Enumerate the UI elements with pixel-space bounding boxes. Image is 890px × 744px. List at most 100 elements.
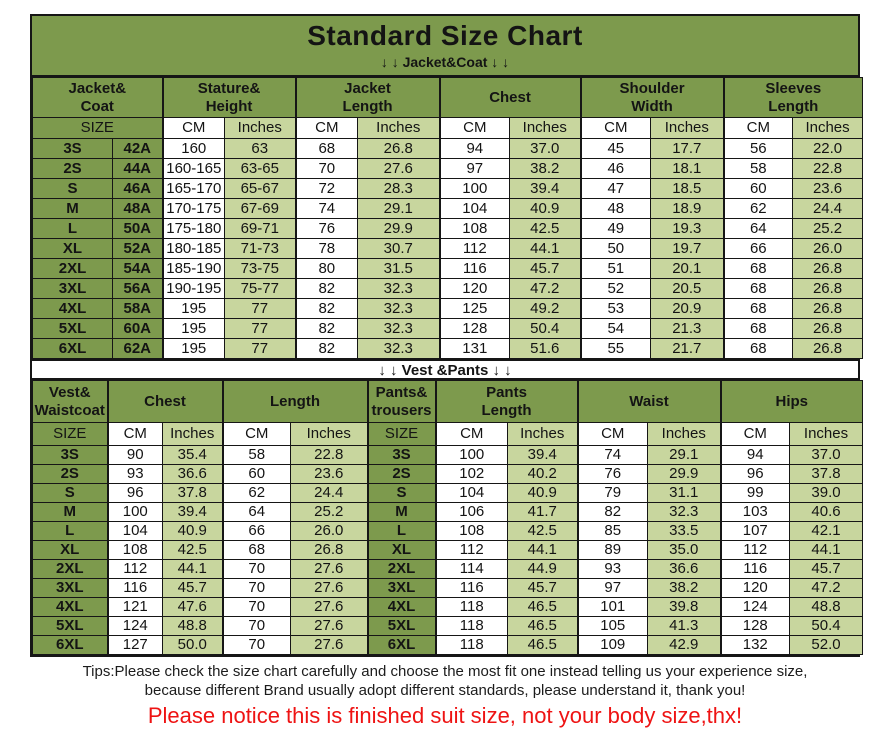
value-cell: 44.1 xyxy=(509,238,582,259)
value-cell: 105 xyxy=(576,616,648,636)
inches-header: Inches xyxy=(650,117,725,139)
value-cell: 53 xyxy=(579,298,652,319)
value-cell: 44.1 xyxy=(162,559,223,579)
value-cell: 132 xyxy=(719,635,791,655)
column-group-header: Pants Length xyxy=(434,380,578,423)
value-cell: 31.1 xyxy=(646,483,722,503)
value-cell: 160-165 xyxy=(161,158,226,179)
size-label-cell: M xyxy=(32,198,113,219)
value-cell: 23.6 xyxy=(792,178,864,199)
value-cell: 26.8 xyxy=(792,278,864,299)
value-cell: 40.6 xyxy=(789,502,864,522)
value-cell: 170-175 xyxy=(161,198,226,219)
value-cell: 26.8 xyxy=(290,540,368,560)
value-cell: 49.2 xyxy=(509,298,582,319)
value-cell: 50.4 xyxy=(789,616,864,636)
size-label-cell: 2S xyxy=(366,464,436,484)
value-cell: 97 xyxy=(438,158,511,179)
value-cell: 44.9 xyxy=(507,559,578,579)
value-cell: 120 xyxy=(719,578,791,598)
value-cell: 68 xyxy=(722,318,794,339)
value-cell: 104 xyxy=(434,483,508,503)
value-cell: 82 xyxy=(294,318,359,339)
cm-header: CM xyxy=(221,422,291,446)
value-cell: 101 xyxy=(576,597,648,617)
value-cell: 63-65 xyxy=(224,158,297,179)
inches-header: Inches xyxy=(162,422,223,446)
value-cell: 108 xyxy=(434,521,508,541)
cm-header: CM xyxy=(576,422,648,446)
value-cell: 29.9 xyxy=(646,464,722,484)
value-cell: 80 xyxy=(294,258,359,279)
value-cell: 93 xyxy=(576,559,648,579)
value-cell: 60 xyxy=(221,464,291,484)
value-cell: 60 xyxy=(722,178,794,199)
size-header: SIZE xyxy=(32,422,108,446)
value-cell: 24.4 xyxy=(792,198,864,219)
value-cell: 70 xyxy=(221,578,291,598)
inches-header: Inches xyxy=(789,422,864,446)
value-cell: 47 xyxy=(579,178,652,199)
size-label-cell: 60A xyxy=(111,318,164,339)
size-label-cell: 58A xyxy=(111,298,164,319)
size-label-cell: S xyxy=(32,178,113,199)
value-cell: 70 xyxy=(221,597,291,617)
value-cell: 49 xyxy=(579,218,652,239)
value-cell: 32.3 xyxy=(357,338,441,359)
tips-text-line1: Tips:Please check the size chart careful… xyxy=(82,663,808,680)
column-group-header: Jacket Length xyxy=(294,77,441,118)
value-cell: 96 xyxy=(106,483,163,503)
cm-header: CM xyxy=(294,117,359,139)
value-cell: 76 xyxy=(294,218,359,239)
value-cell: 37.0 xyxy=(509,138,582,159)
value-cell: 94 xyxy=(438,138,511,159)
value-cell: 124 xyxy=(719,597,791,617)
value-cell: 45.7 xyxy=(509,258,582,279)
value-cell: 100 xyxy=(434,445,508,465)
value-cell: 106 xyxy=(434,502,508,522)
finished-size-notice: Please notice this is finished suit size… xyxy=(147,703,743,728)
cm-header: CM xyxy=(438,117,511,139)
value-cell: 90 xyxy=(106,445,163,465)
value-cell: 19.3 xyxy=(650,218,725,239)
value-cell: 71-73 xyxy=(224,238,297,259)
value-cell: 85 xyxy=(576,521,648,541)
value-cell: 33.5 xyxy=(646,521,722,541)
value-cell: 26.8 xyxy=(792,318,864,339)
unit-header-row: SIZE CM Inches CM Inches SIZE CM Inches CM Inches… xyxy=(32,422,864,446)
value-cell: 74 xyxy=(576,445,648,465)
size-row: 3XL 116 45.7 70 27.6 3XL 116 45.7 97 38.2 120 47.2 xyxy=(32,578,864,598)
size-label-cell: M xyxy=(32,502,108,522)
value-cell: 160 xyxy=(161,138,226,159)
column-group-row: Vest& Waistcoat Chest Length Pants& trouser… xyxy=(32,380,864,423)
value-cell: 62 xyxy=(722,198,794,219)
value-cell: 104 xyxy=(438,198,511,219)
value-cell: 128 xyxy=(719,616,791,636)
value-cell: 46.5 xyxy=(507,635,578,655)
value-cell: 26.8 xyxy=(792,338,864,359)
size-row: XL 52A 180-185 71-73 78 30.7 112 44.1 50 19.7 66 26… xyxy=(32,238,864,259)
value-cell: 45.7 xyxy=(789,559,864,579)
value-cell: 121 xyxy=(106,597,163,617)
value-cell: 68 xyxy=(221,540,291,560)
size-label-cell: 2S xyxy=(32,464,108,484)
value-cell: 185-190 xyxy=(161,258,226,279)
value-cell: 127 xyxy=(106,635,163,655)
value-cell: 21.7 xyxy=(650,338,725,359)
value-cell: 62 xyxy=(221,483,291,503)
value-cell: 128 xyxy=(438,318,511,339)
size-row: XL 108 42.5 68 26.8 XL 112 44.1 89 35.0 112 44.1 xyxy=(32,540,864,560)
value-cell: 75-77 xyxy=(224,278,297,299)
value-cell: 32.3 xyxy=(357,318,441,339)
value-cell: 68 xyxy=(294,138,359,159)
value-cell: 99 xyxy=(719,483,791,503)
value-cell: 70 xyxy=(221,635,291,655)
value-cell: 63 xyxy=(224,138,297,159)
value-cell: 20.9 xyxy=(650,298,725,319)
column-group-header: Stature& Height xyxy=(161,77,297,118)
size-label-cell: 62A xyxy=(111,338,164,359)
value-cell: 35.4 xyxy=(162,445,223,465)
value-cell: 20.1 xyxy=(650,258,725,279)
value-cell: 52 xyxy=(579,278,652,299)
value-cell: 67-69 xyxy=(224,198,297,219)
